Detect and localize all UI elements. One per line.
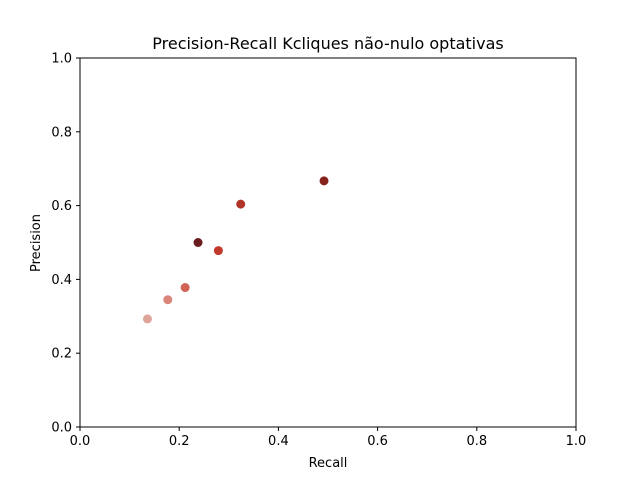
y-axis: 0.0 0.2 0.4 0.6 0.8 1.0: [51, 52, 80, 436]
axes-frame: [79, 57, 577, 428]
x-axis: 0.0 0.2 0.4 0.6 0.8 1.0: [70, 427, 587, 449]
data-point-2: [163, 295, 173, 305]
y-tick-label: 0.2: [51, 347, 72, 362]
data-point-6: [236, 199, 246, 209]
data-point-7: [319, 176, 329, 186]
x-tick-label: 0.2: [169, 434, 190, 449]
y-tick-label: 0.0: [51, 421, 72, 436]
data-point-5: [213, 246, 223, 256]
y-axis-label: Precision: [29, 214, 44, 272]
y-tick-label: 1.0: [51, 52, 72, 67]
x-tick-label: 0.6: [367, 434, 388, 449]
y-tick-label: 0.4: [51, 273, 72, 288]
x-tick-label: 0.8: [466, 434, 487, 449]
y-tick-label: 0.6: [51, 199, 72, 214]
data-point-1: [142, 314, 152, 324]
chart-title: Precision-Recall Kcliques não-nulo optat…: [152, 34, 503, 53]
x-axis-label: Recall: [309, 456, 348, 471]
x-tick-label: 0.0: [70, 434, 91, 449]
y-tick-label: 0.8: [51, 125, 72, 140]
x-tick-label: 1.0: [566, 434, 587, 449]
data-point-4: [193, 238, 203, 247]
plot-area: [142, 176, 329, 324]
x-tick-label: 0.4: [268, 434, 289, 449]
data-point-3: [180, 283, 190, 293]
